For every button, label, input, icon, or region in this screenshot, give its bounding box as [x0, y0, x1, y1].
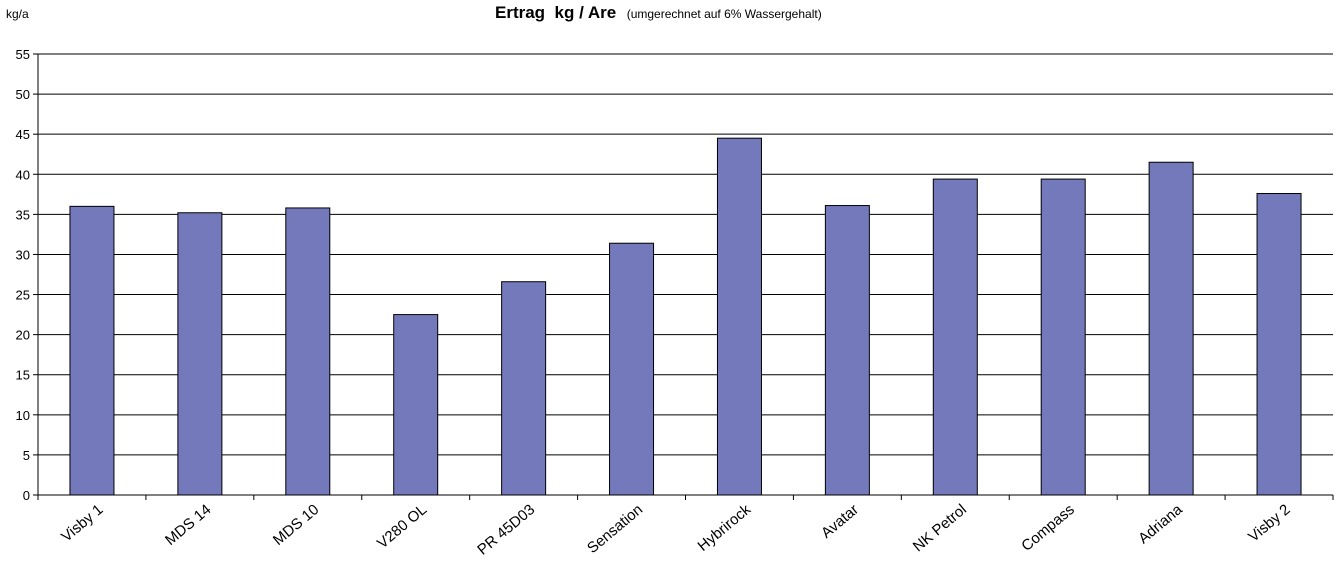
bar: [824, 205, 870, 496]
x-tick-label: MDS 10: [270, 501, 322, 549]
bar: [1040, 178, 1086, 496]
grid-lines: [38, 53, 1333, 456]
y-tick-label: 30: [16, 247, 30, 262]
bar: [501, 281, 547, 496]
y-tick-labels: 0 5 10 15 20 25 30 35 40 45 50 55: [16, 47, 38, 503]
bar: [285, 207, 331, 496]
bar: [393, 314, 439, 496]
y-tick-label: 15: [16, 368, 30, 383]
x-tick-label: MDS 14: [162, 501, 214, 549]
y-tick-label: 5: [23, 448, 30, 463]
y-tick-label: 35: [16, 207, 30, 222]
y-tick-label: 20: [16, 328, 30, 343]
bars: [69, 137, 1302, 496]
bar: [716, 137, 762, 496]
bar: [609, 242, 655, 496]
y-tick-label: 25: [16, 288, 30, 303]
x-tick-label: Visby 1: [58, 501, 106, 545]
y-tick-label: 45: [16, 127, 30, 142]
y-tick-label: 50: [16, 87, 30, 102]
x-tick-label: Visby 2: [1245, 501, 1293, 545]
x-tick-label: Sensation: [584, 501, 646, 557]
bar: [932, 178, 978, 496]
chart-subtitle: (umgerechnet auf 6% Wassergehalt): [627, 7, 822, 21]
x-tick-label: PR 45D03: [474, 501, 538, 559]
bar: [1148, 161, 1194, 496]
bar: [1256, 193, 1302, 496]
x-tick-label: Adriana: [1135, 501, 1186, 548]
chart-title-main: Ertrag kg / Are: [495, 3, 616, 22]
y-unit-label: kg/a: [6, 7, 29, 21]
bar: [177, 212, 223, 496]
x-tick-label: Compass: [1018, 501, 1077, 555]
x-tick-label: Hybrirock: [695, 501, 755, 555]
y-tick-label: 40: [16, 167, 30, 182]
bar: [69, 205, 115, 496]
y-tick-label: 10: [16, 408, 30, 423]
axes: [37, 54, 1333, 496]
x-tick-label: V280 OL: [374, 501, 430, 552]
x-tick-label: Avatar: [818, 501, 862, 542]
y-tick-label: 55: [16, 47, 30, 62]
x-tick-labels: Visby 1 MDS 14 MDS 10 V280 OL PR 45D03 Sensat…: [37, 495, 1334, 559]
x-tick-label: NK Petrol: [910, 501, 970, 555]
y-tick-label: 0: [23, 488, 30, 503]
chart-title: Ertrag kg / Are (umgerechnet auf 6% Wass…: [495, 3, 822, 22]
